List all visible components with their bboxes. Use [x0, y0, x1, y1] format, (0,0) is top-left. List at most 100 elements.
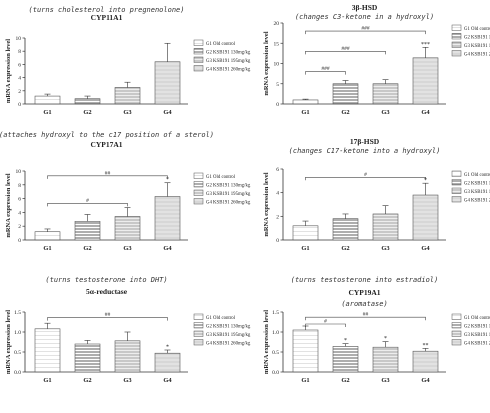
bar-g2	[74, 98, 101, 105]
legend-entry: G4 KSB191 260mg/kg	[464, 199, 490, 204]
legend-swatch	[193, 313, 204, 320]
chart-subtitle: (turns testosterone into DHT)	[45, 276, 167, 284]
x-tick-label: G3	[381, 377, 390, 384]
legend-entry: G4 KSB191 260mg/kg	[464, 342, 490, 347]
legend-entry: G1 Old control	[464, 27, 490, 32]
legend-entry: G1 Old control	[464, 316, 490, 321]
legend-entry: G3 KSB191 195mg/kg	[464, 190, 490, 195]
x-tick-label: G1	[301, 109, 309, 116]
chart-subtitle: (attaches hydroxyl to the c17 position o…	[0, 131, 214, 139]
legend-entry: G1 Old control	[206, 316, 236, 321]
legend-entry: G2 KSB191 130mg/kg	[464, 325, 490, 330]
chart-title: 3β-HSD	[352, 3, 378, 12]
bar-g3	[114, 340, 141, 373]
chart-title: CYP17A1	[90, 140, 122, 149]
significance-bracket-label: ##	[105, 170, 111, 176]
x-tick-label: G2	[83, 245, 91, 252]
legend-swatch	[451, 196, 462, 203]
legend-swatch	[193, 330, 204, 337]
bar-g1	[292, 225, 319, 241]
significance-bracket-label: ##	[363, 312, 369, 318]
bar-g2	[74, 343, 101, 373]
chart-title: 17β-HSD	[350, 137, 380, 146]
y-tick-label: 6	[18, 197, 21, 203]
significance-mark: *	[344, 338, 347, 344]
significance-bracket-label: ###	[341, 46, 350, 52]
significance-mark: *	[166, 177, 169, 183]
y-tick-label: 2	[276, 214, 279, 220]
y-axis-label: mRNA expression level	[263, 31, 270, 95]
significance-mark: *	[424, 178, 427, 184]
x-tick-label: G4	[421, 377, 430, 384]
legend-swatch	[451, 41, 462, 48]
legend-entry: G3 KSB191 195mg/kg	[464, 333, 490, 338]
legend-entry: G3 KSB191 195mg/kg	[206, 59, 251, 64]
legend-entry: G4 KSB191 260mg/kg	[206, 68, 251, 73]
chart-subtitle: (changes C17-ketone into a hydroxyl)	[289, 147, 441, 155]
y-tick-label: 0.0	[272, 370, 279, 376]
legend-swatch	[451, 330, 462, 337]
x-tick-label: G3	[381, 109, 390, 116]
significance-bracket	[305, 30, 426, 35]
significance-bracket	[305, 71, 346, 75]
y-tick-label: 0	[276, 238, 279, 244]
legend-swatch	[451, 339, 462, 346]
y-tick-label: 2	[18, 224, 21, 230]
chart-panel-5: (turns testosterone into DHT) 5α-reductas…	[5, 276, 251, 384]
bar-g3	[372, 83, 399, 105]
significance-bracket	[305, 316, 426, 321]
chart-panel-1: (turns cholesterol into pregnenolone)CYP…	[5, 6, 251, 116]
y-tick-label: 1.5	[272, 310, 279, 316]
bar-g3	[114, 87, 141, 105]
bar-g4	[154, 352, 181, 373]
significance-bracket-label: #	[364, 172, 367, 178]
legend-entry: G2 KSB191 130mg/kg	[464, 182, 490, 187]
legend-swatch	[451, 322, 462, 329]
x-tick-label: G2	[341, 109, 349, 116]
legend-entry: G2 KSB191 130mg/kg	[464, 36, 490, 41]
chart-subtitle: (changes C3-ketone in a hydroxyl)	[295, 13, 434, 21]
legend-swatch	[193, 181, 204, 188]
bar-g3	[114, 216, 141, 241]
y-tick-label: 2	[18, 89, 21, 95]
legend-swatch	[451, 187, 462, 194]
legend-swatch	[193, 65, 204, 72]
x-tick-label: G2	[341, 377, 349, 384]
legend-swatch	[451, 179, 462, 186]
significance-bracket	[305, 51, 386, 55]
legend-swatch	[193, 189, 204, 196]
x-tick-label: G4	[421, 109, 430, 116]
y-tick-label: 10	[274, 62, 280, 68]
bar-g2	[332, 83, 359, 105]
x-tick-label: G4	[163, 377, 172, 384]
bar-g4	[154, 61, 181, 105]
legend-entry: G1 Old control	[206, 175, 236, 180]
y-axis-label: mRNA expression level	[5, 39, 12, 103]
y-tick-label: 8	[18, 49, 21, 55]
y-tick-label: 0	[276, 102, 279, 108]
bar-g1	[34, 95, 61, 105]
y-tick-label: 10	[16, 36, 22, 42]
bar-g2	[332, 346, 359, 373]
legend-entry: G4 KSB191 260mg/kg	[464, 53, 490, 58]
legend-entry: G1 Old control	[464, 173, 490, 178]
significance-mark: *	[166, 345, 169, 351]
chart-title: CYP11A1	[91, 13, 123, 22]
significance-bracket-label: ###	[321, 66, 330, 72]
chart-title: CYP19A1	[348, 288, 380, 297]
x-tick-label: G1	[43, 377, 51, 384]
x-tick-label: G2	[341, 245, 349, 252]
y-tick-label: 0.5	[272, 350, 279, 356]
y-tick-label: 1.0	[14, 330, 21, 336]
bar-g1	[292, 329, 319, 373]
y-tick-label: 10	[16, 169, 22, 175]
y-tick-label: 4	[18, 76, 21, 82]
x-tick-label: G1	[301, 245, 309, 252]
x-tick-label: G3	[123, 377, 132, 384]
legend-swatch	[193, 339, 204, 346]
significance-bracket-label: ##	[105, 312, 111, 318]
y-tick-label: 4	[276, 191, 279, 197]
y-tick-label: 0.5	[14, 350, 21, 356]
significance-mark: **	[423, 343, 429, 349]
